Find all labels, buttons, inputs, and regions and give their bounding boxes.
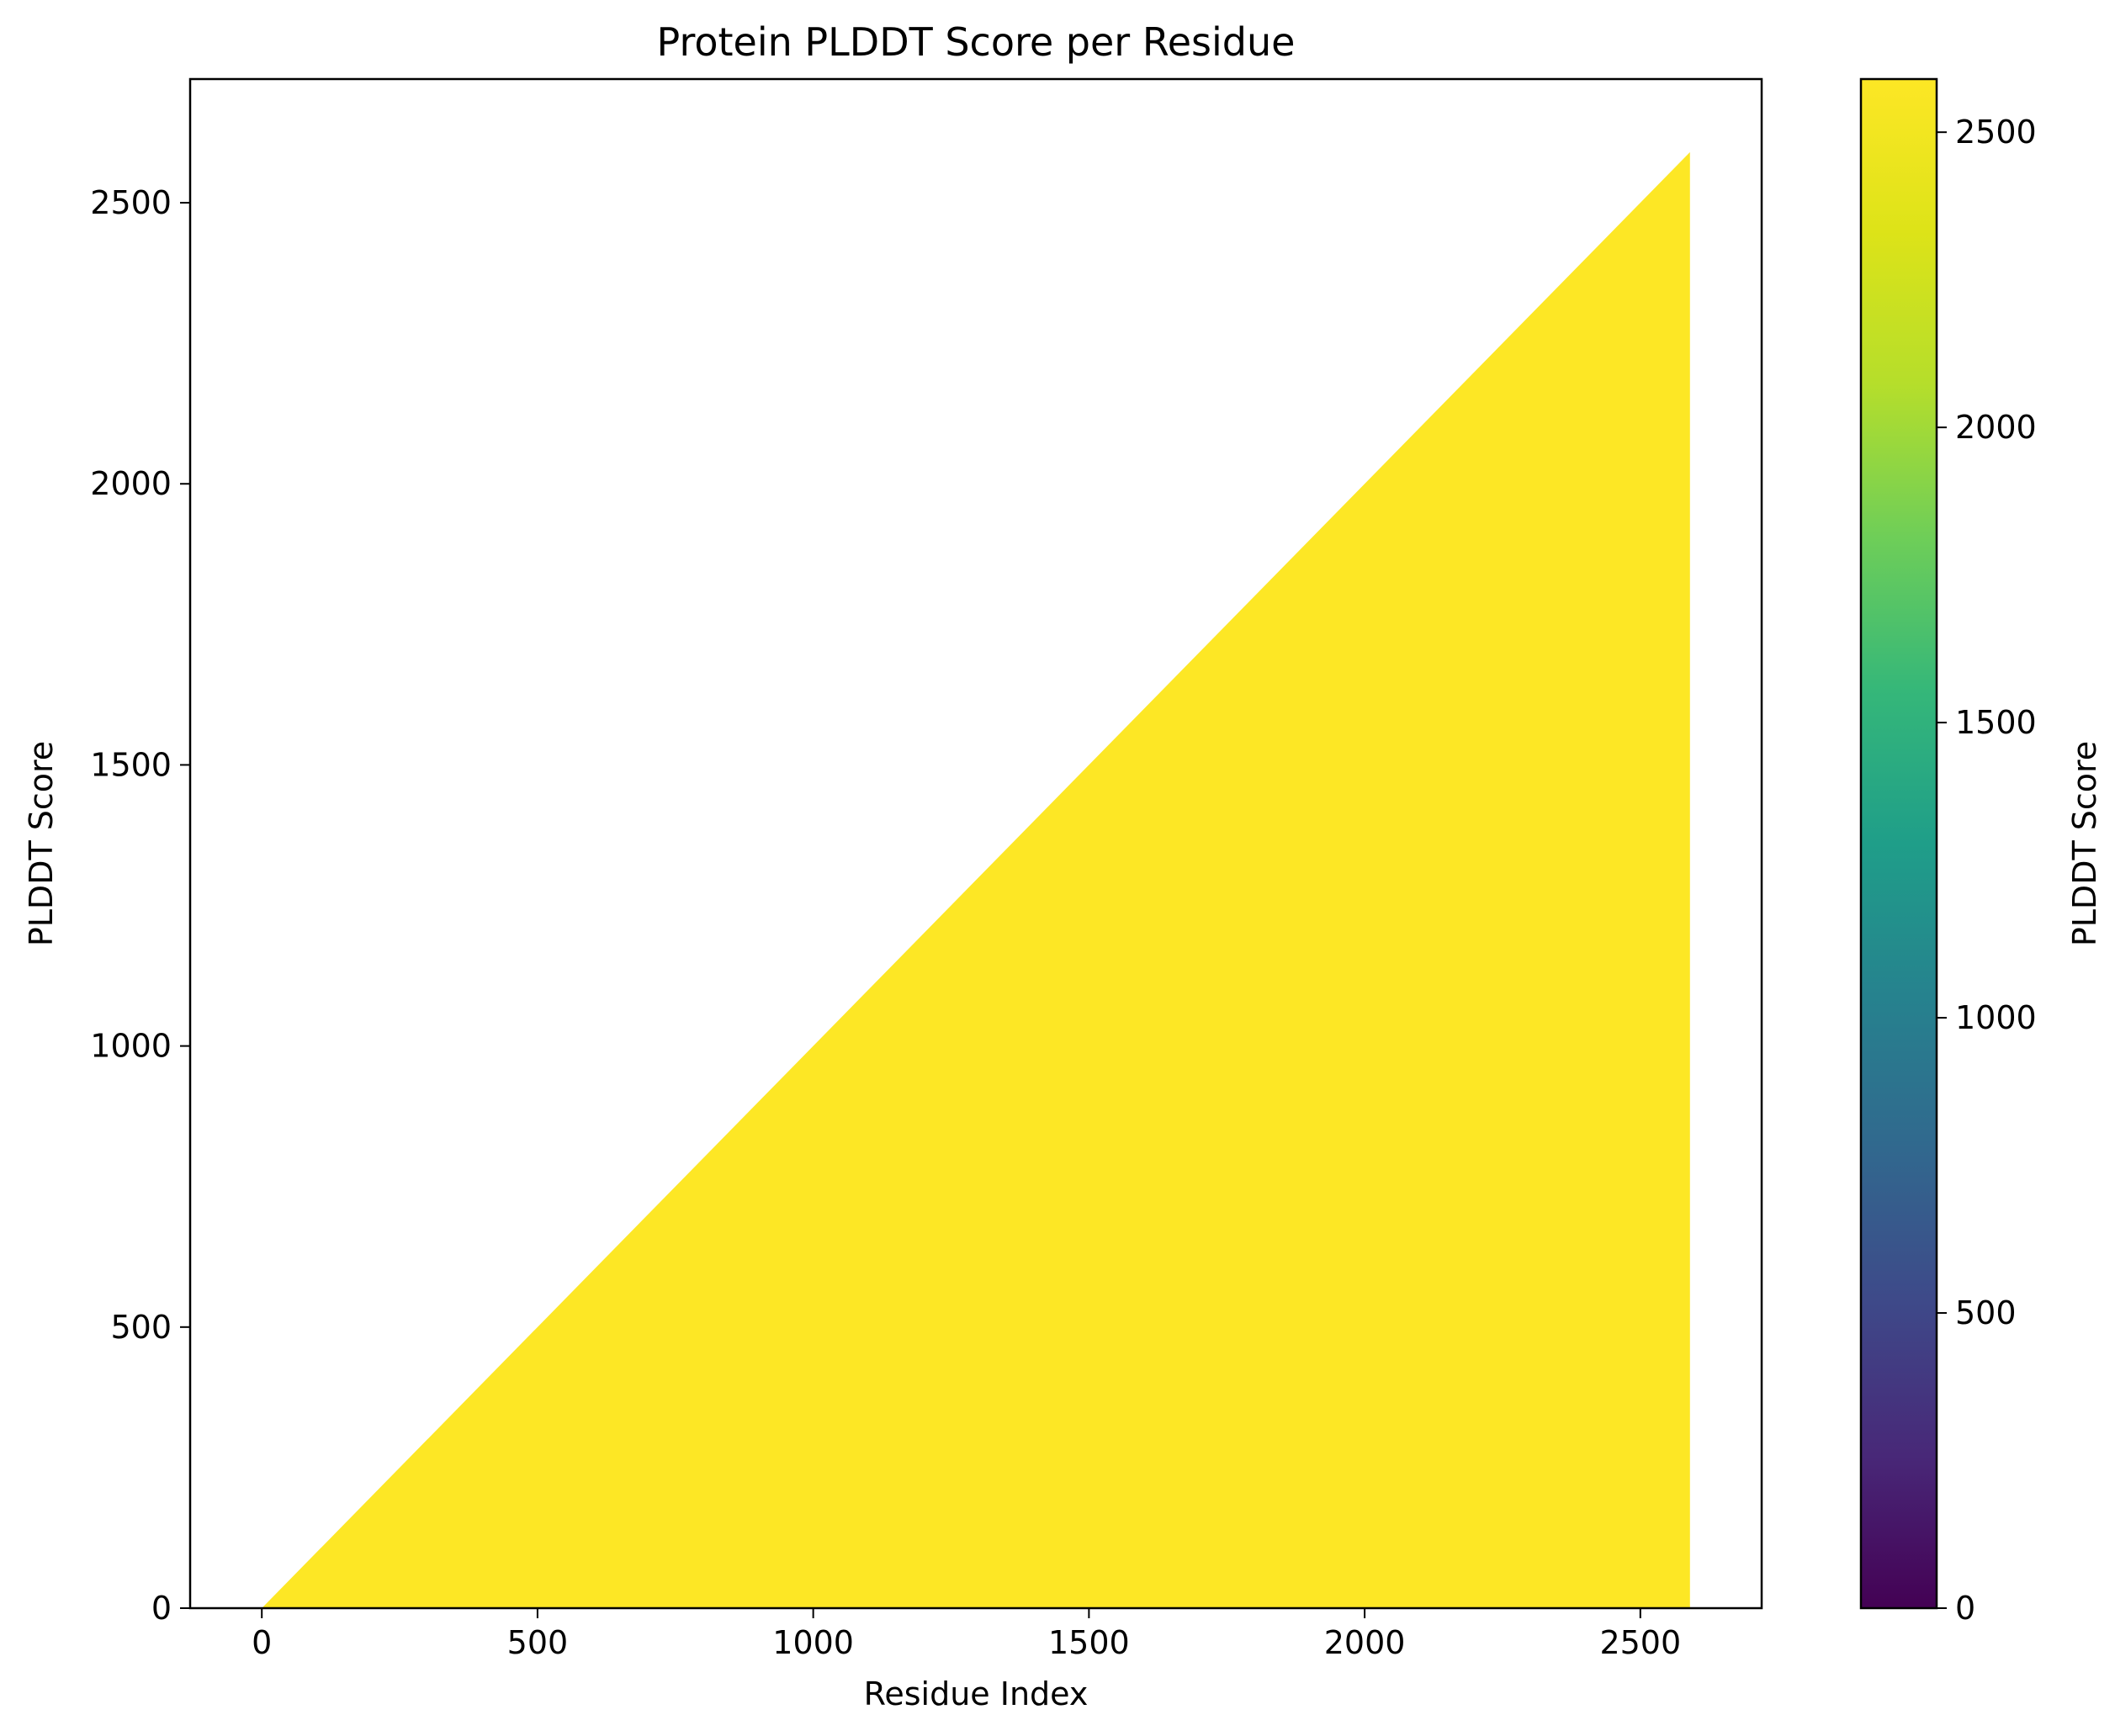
y-tick-label: 2500 — [90, 184, 172, 221]
x-tick-label: 2500 — [1599, 1624, 1681, 1661]
y-tick-label: 1000 — [90, 1028, 172, 1065]
colorbar-tick-label: 0 — [1955, 1590, 1975, 1627]
plot-area — [262, 151, 1690, 1609]
y-tick-label: 500 — [110, 1309, 172, 1346]
colorbar-axis: 0 500 1000 1500 2000 2500 — [1937, 114, 2037, 1627]
y-tick-label: 0 — [151, 1590, 172, 1627]
colorbar-tick-label: 1000 — [1955, 999, 2037, 1036]
chart-title: Protein PLDDT Score per Residue — [657, 19, 1296, 65]
y-tick-label: 1500 — [90, 746, 172, 783]
colorbar-tick-label: 500 — [1955, 1294, 2017, 1331]
colorbar-tick-label: 1500 — [1955, 704, 2037, 741]
colorbar-label: PLDDT Score — [2066, 741, 2103, 946]
x-axis-label: Residue Index — [864, 1675, 1089, 1712]
colorbar-tick-label: 2000 — [1955, 409, 2037, 446]
x-tick-label: 2000 — [1324, 1624, 1406, 1661]
x-tick-label: 1000 — [772, 1624, 854, 1661]
x-tick-label: 1500 — [1048, 1624, 1130, 1661]
area-series-0 — [262, 151, 1690, 1609]
y-axis: 0 500 1000 1500 2000 2500 — [90, 184, 190, 1627]
x-axis: 0 500 1000 1500 2000 2500 — [252, 1608, 1681, 1661]
x-tick-label: 500 — [507, 1624, 569, 1661]
colorbar — [1859, 77, 1938, 1610]
x-tick-label: 0 — [252, 1624, 272, 1661]
y-tick-label: 2000 — [90, 465, 172, 502]
colorbar-tick-label: 2500 — [1955, 114, 2037, 151]
plot-frame — [188, 77, 1763, 1610]
y-axis-label: PLDDT Score — [23, 741, 60, 946]
